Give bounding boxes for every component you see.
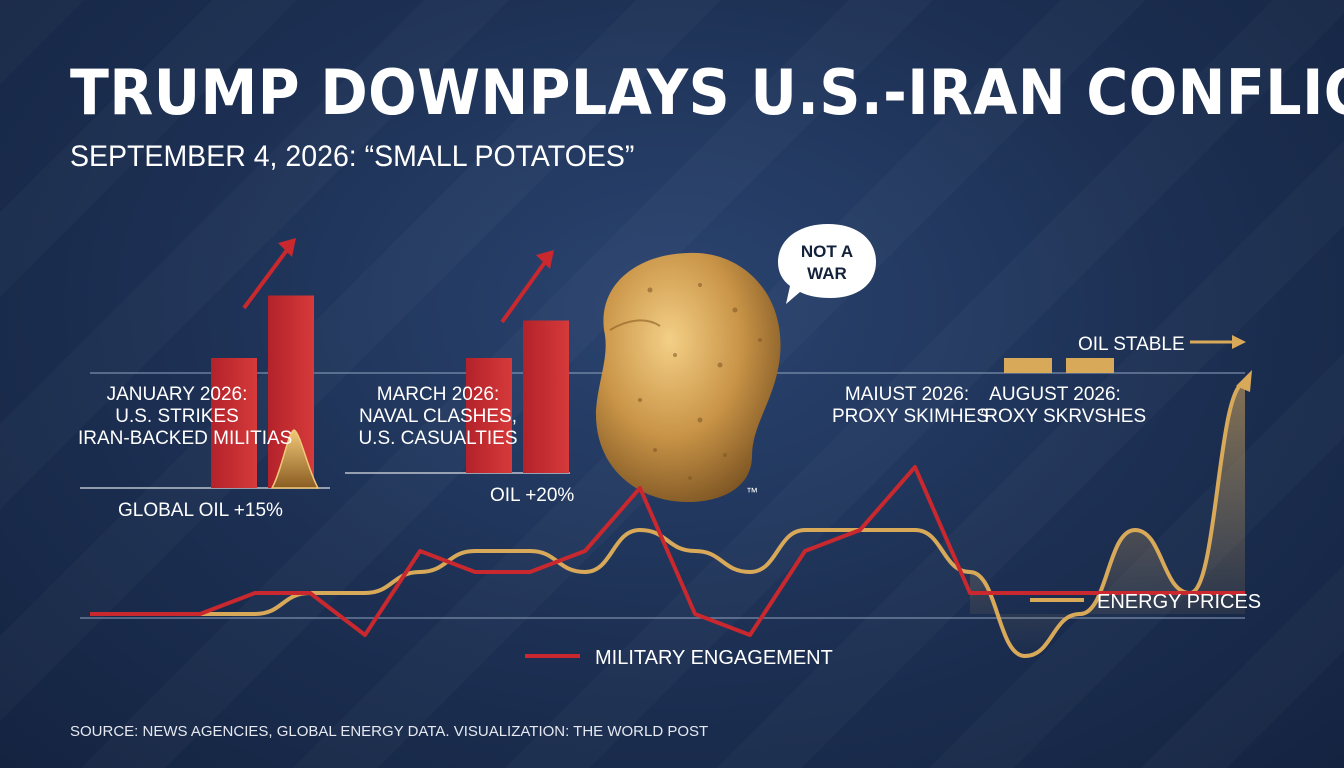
- bars-layer: [211, 295, 1114, 488]
- event-march: MARCH 2026: NAVAL CLASHES, U.S. CASUALTI…: [348, 384, 528, 450]
- bar-1-1: [523, 320, 569, 473]
- speech-bubble-line: WAR: [807, 264, 847, 283]
- legend-military-label: MILITARY ENGAGEMENT: [595, 647, 833, 669]
- event-line: AUGUST 2026:: [989, 384, 1121, 405]
- event-maiust: MAIUST 2026: PROXY SKIMHES: [832, 384, 989, 428]
- page-title: TRUMP DOWNPLAYS U.S.-IRAN CONFLICT: [70, 56, 1344, 129]
- event-line: MARCH 2026:: [376, 384, 500, 405]
- arrow-right-head: [1232, 335, 1246, 349]
- bar-2-0: [1004, 358, 1052, 373]
- event-august: AUGUST 2026: ’ROXY SKRVSHES: [980, 384, 1147, 428]
- bar-0-0: [211, 358, 257, 488]
- energy-end-arrow: [1236, 370, 1252, 392]
- speech-bubble-icon: NOT A WAR: [778, 224, 876, 304]
- bar-2-1: [1066, 358, 1114, 373]
- speech-bubble-line: NOT A: [801, 242, 853, 261]
- oil-label-january: GLOBAL OIL +15%: [118, 500, 283, 521]
- trend-up-arrow-icon: [500, 256, 550, 324]
- trademark-symbol: ™: [746, 485, 758, 499]
- trend-up-arrow-icon: [242, 244, 292, 310]
- event-january: JANUARY 2026: U.S. STRIKES IRAN-BACKED M…: [78, 384, 293, 450]
- potato-illustration: [595, 252, 781, 502]
- event-line: PROXY SKIMHES: [832, 406, 989, 427]
- event-line: U.S. STRIKES: [115, 406, 239, 427]
- event-line: U.S. CASUALTIES: [358, 428, 518, 449]
- event-line: IRAN-BACKED MILITIAS: [78, 428, 293, 449]
- event-line: MAIUST 2026:: [844, 384, 970, 405]
- oil-label-march: OIL +20%: [490, 485, 575, 506]
- event-line: JANUARY 2026:: [106, 384, 248, 405]
- source-credit: SOURCE: NEWS AGENCIES, GLOBAL ENERGY DAT…: [70, 723, 709, 740]
- event-line: ’ROXY SKRVSHES: [980, 406, 1147, 427]
- page-subtitle: SEPTEMBER 4, 2026: “SMALL POTATOES”: [70, 140, 635, 173]
- trend-up-arrow-head: [278, 238, 296, 257]
- oil-label-august: OIL STABLE: [1078, 334, 1185, 355]
- military-engagement-line: [90, 465, 1245, 637]
- legend-energy-label: ENERGY PRICES: [1097, 591, 1261, 613]
- oil-spike-icon: [270, 429, 320, 489]
- event-line: NAVAL CLASHES,: [358, 406, 518, 427]
- trend-up-arrow-head: [536, 250, 554, 269]
- bar-1-0: [466, 358, 512, 473]
